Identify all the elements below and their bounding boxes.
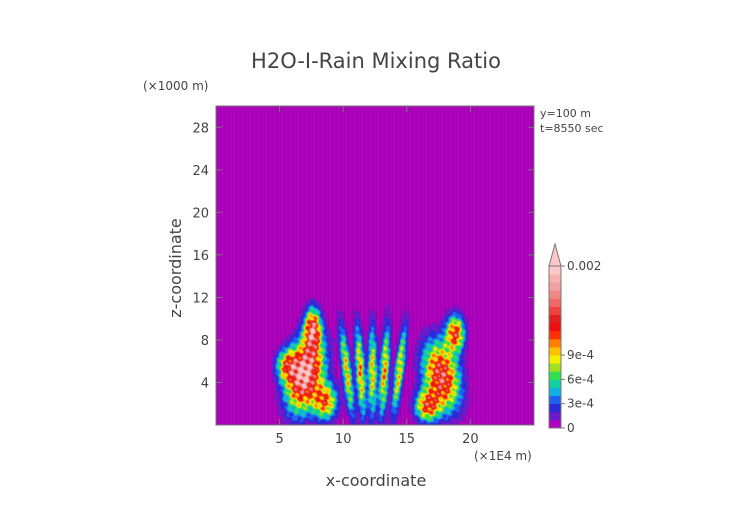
colorbar-segment [549,314,561,324]
colorbar-segment [549,338,561,348]
x-unit-label: (×1E4 m) [474,449,532,463]
colorbar-segment [549,298,561,307]
colorbar-segment [549,322,561,332]
colorbar-segment [549,379,561,388]
colorbar-tick-label: 0.002 [567,259,601,273]
colorbar-tick-label: 3e-4 [567,397,594,411]
colorbar-segment [549,347,561,356]
colorbar-segment [549,411,561,421]
annotation-t: t=8550 sec [540,122,604,135]
plot-area [215,105,535,426]
colorbar-segment [549,419,561,429]
colorbar-tick-label: 9e-4 [567,348,594,362]
x-axis-label: x-coordinate [326,471,427,490]
annotation-y: y=100 m [540,107,591,120]
y-tick-label: 16 [192,249,209,264]
colorbar-segment [549,355,561,364]
x-tick-label: 5 [275,432,283,447]
colorbar-segment [549,306,561,315]
colorbar-segment [549,274,561,283]
colorbar-segment [549,363,561,372]
y-tick-label: 12 [192,291,209,306]
plot-frame [215,105,535,426]
colorbar-segment [549,266,561,275]
colorbar-segment [549,387,561,396]
y-tick-label: 4 [201,376,209,391]
colorbar: 0 3e-4 6e-4 9e-4 0.002 [548,242,601,435]
colorbar-tick-label: 6e-4 [567,372,594,386]
colorbar-segment [549,403,561,413]
colorbar-segment [549,290,561,299]
colorbar-segment [549,371,561,380]
y-unit-label: (×1000 m) [143,79,208,93]
y-tick-label: 24 [192,164,209,179]
colorbar-segment [549,330,561,340]
colorbar-frame [548,265,562,429]
colorbar-extend-triangle [548,242,562,267]
colorbar-segment [549,395,561,405]
y-tick-label: 8 [201,334,209,349]
y-tick-label: 20 [192,206,209,221]
heatmap-field [216,106,534,425]
x-tick-label: 15 [399,432,416,447]
colorbar-segment [549,282,561,291]
y-axis: 4 8 12 16 20 24 28 [192,121,534,391]
colorbar-tick-label: 0 [567,421,575,435]
x-axis: 5 10 15 20 [275,106,479,447]
x-tick-label: 10 [335,432,352,447]
chart-title: H2O-I-Rain Mixing Ratio [251,49,501,73]
y-tick-label: 28 [192,121,209,136]
x-tick-label: 20 [462,432,479,447]
y-axis-label: z-coordinate [166,218,185,318]
